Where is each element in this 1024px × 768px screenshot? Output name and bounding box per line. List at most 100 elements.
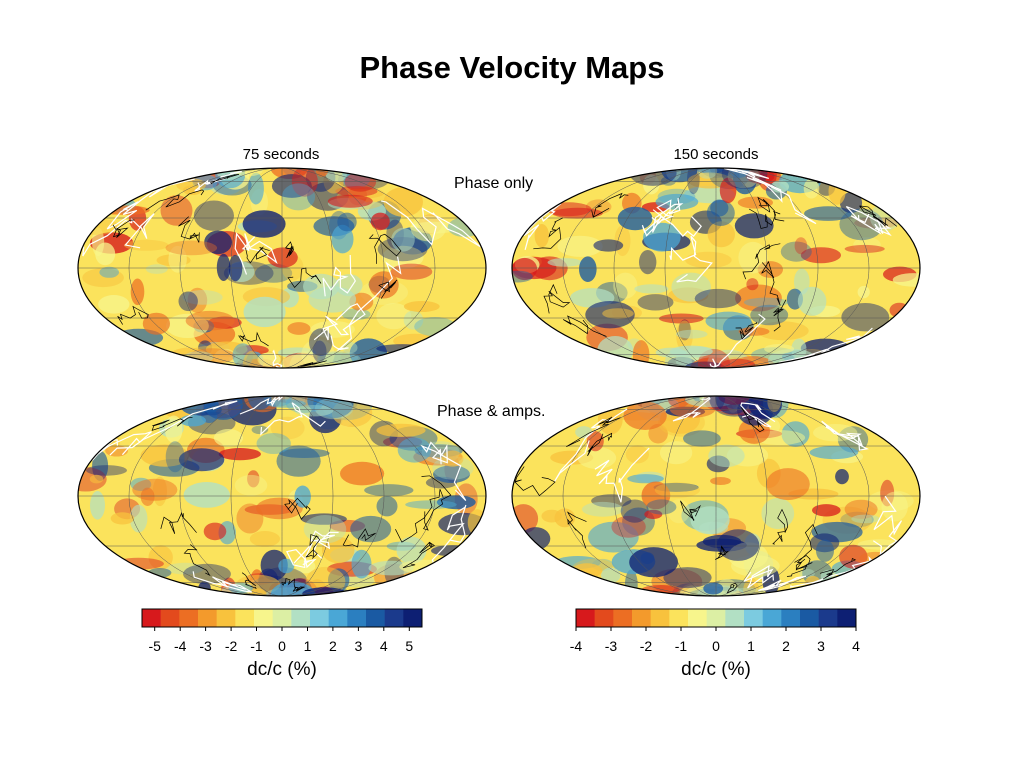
anomaly-blob bbox=[675, 329, 708, 339]
plate-boundary bbox=[330, 256, 402, 351]
anomaly-blob bbox=[637, 294, 674, 311]
plate-boundary bbox=[322, 254, 356, 297]
coastline bbox=[591, 192, 629, 218]
anomaly-blob bbox=[571, 563, 603, 578]
coastline bbox=[112, 219, 135, 238]
anomaly-blob bbox=[327, 194, 373, 208]
anomaly-blob bbox=[132, 478, 178, 501]
anomaly-blob bbox=[414, 317, 456, 337]
anomaly-blob bbox=[165, 441, 185, 473]
plate-boundary bbox=[431, 504, 467, 563]
map-outline bbox=[77, 167, 487, 369]
anomaly-blob bbox=[794, 237, 808, 255]
coastline bbox=[533, 217, 563, 250]
anomaly-blob bbox=[534, 224, 549, 248]
column-label-150s: 150 seconds bbox=[673, 146, 759, 163]
plate-boundary bbox=[740, 402, 776, 428]
anomaly-blob bbox=[255, 263, 293, 283]
map-75s-phase-only bbox=[77, 167, 487, 369]
anomaly-blob bbox=[90, 491, 105, 520]
anomaly-blob bbox=[734, 213, 774, 239]
colorbar-swatch bbox=[800, 609, 819, 627]
plate-boundary bbox=[872, 495, 903, 557]
anomaly-blob bbox=[213, 429, 244, 447]
anomaly-blob bbox=[166, 562, 204, 575]
anomaly-blob bbox=[694, 288, 742, 309]
coastline bbox=[241, 572, 257, 589]
colorbar-swatch bbox=[706, 609, 726, 627]
anomaly-blob bbox=[382, 245, 424, 269]
plate-boundary bbox=[789, 556, 873, 588]
plate-boundary bbox=[709, 313, 766, 368]
anomaly-blob bbox=[249, 531, 280, 547]
anomaly-blob bbox=[234, 474, 268, 496]
anomaly-blob bbox=[242, 210, 286, 238]
anomaly-blob bbox=[391, 227, 415, 252]
anomaly-blob bbox=[256, 497, 303, 520]
anomaly-blob bbox=[308, 286, 357, 313]
coastline bbox=[819, 557, 857, 580]
anomaly-blob bbox=[152, 476, 167, 507]
coastline bbox=[378, 279, 398, 299]
anomaly-blob bbox=[627, 474, 664, 484]
anomaly-blob bbox=[248, 172, 264, 205]
anomaly-blob bbox=[710, 477, 731, 485]
anomaly-blob bbox=[168, 245, 187, 273]
anomaly-blob bbox=[403, 301, 440, 312]
plate-boundary bbox=[758, 575, 807, 592]
anomaly-blob bbox=[853, 237, 881, 253]
map-field bbox=[78, 396, 486, 596]
colorbar-swatch bbox=[403, 609, 423, 627]
anomaly-blob bbox=[738, 241, 768, 274]
anomaly-blob bbox=[710, 199, 729, 217]
anomaly-blob bbox=[331, 224, 354, 254]
anomaly-blob bbox=[447, 217, 482, 237]
anomaly-blob bbox=[247, 470, 260, 488]
map-150s-phase-only bbox=[511, 167, 921, 369]
colorbar-swatch bbox=[160, 609, 180, 627]
anomaly-blob bbox=[203, 522, 227, 541]
anomaly-blob bbox=[839, 208, 884, 241]
anomaly-blob bbox=[716, 529, 760, 561]
anomaly-blob bbox=[816, 539, 834, 562]
anomaly-blob bbox=[312, 340, 327, 363]
colorbar-tick-label: -4 bbox=[570, 638, 583, 654]
coastline bbox=[284, 241, 294, 258]
anomaly-blob bbox=[828, 178, 846, 205]
map-75s-phase-amps bbox=[77, 395, 487, 597]
coastline bbox=[402, 541, 435, 569]
colorbar-swatch bbox=[291, 609, 311, 627]
anomaly-blob bbox=[340, 461, 385, 486]
anomaly-blob bbox=[658, 313, 704, 324]
coastline bbox=[183, 544, 211, 577]
coastline bbox=[748, 208, 781, 229]
anomaly-blob bbox=[709, 396, 726, 411]
plate-boundary bbox=[109, 400, 238, 456]
anomaly-blob bbox=[182, 290, 223, 305]
anomaly-blob bbox=[248, 396, 272, 410]
coastline bbox=[514, 466, 556, 497]
anomaly-blob bbox=[750, 304, 789, 326]
anomaly-blob bbox=[276, 445, 321, 477]
anomaly-blob bbox=[687, 172, 732, 189]
anomaly-blob bbox=[98, 295, 130, 314]
anomaly-blob bbox=[99, 266, 119, 278]
anomaly-blob bbox=[183, 482, 230, 508]
anomaly-blob bbox=[512, 257, 538, 281]
colorbar-tick-label: 0 bbox=[278, 638, 286, 654]
anomaly-blob bbox=[218, 448, 261, 461]
anomaly-blob bbox=[835, 469, 849, 485]
colorbar-tick-label: 4 bbox=[852, 638, 860, 654]
coastline bbox=[297, 360, 327, 368]
anomaly-blob bbox=[243, 296, 286, 328]
anomaly-blob bbox=[857, 285, 870, 299]
colorbar-tick-label: 3 bbox=[355, 638, 363, 654]
coastline bbox=[757, 196, 785, 222]
coastline bbox=[245, 246, 270, 264]
coastline bbox=[210, 173, 240, 185]
coastline bbox=[680, 500, 701, 521]
anomaly-blob bbox=[370, 212, 390, 231]
anomaly-blob bbox=[703, 582, 724, 595]
plate-boundary bbox=[194, 170, 242, 192]
anomaly-blob bbox=[809, 445, 859, 460]
